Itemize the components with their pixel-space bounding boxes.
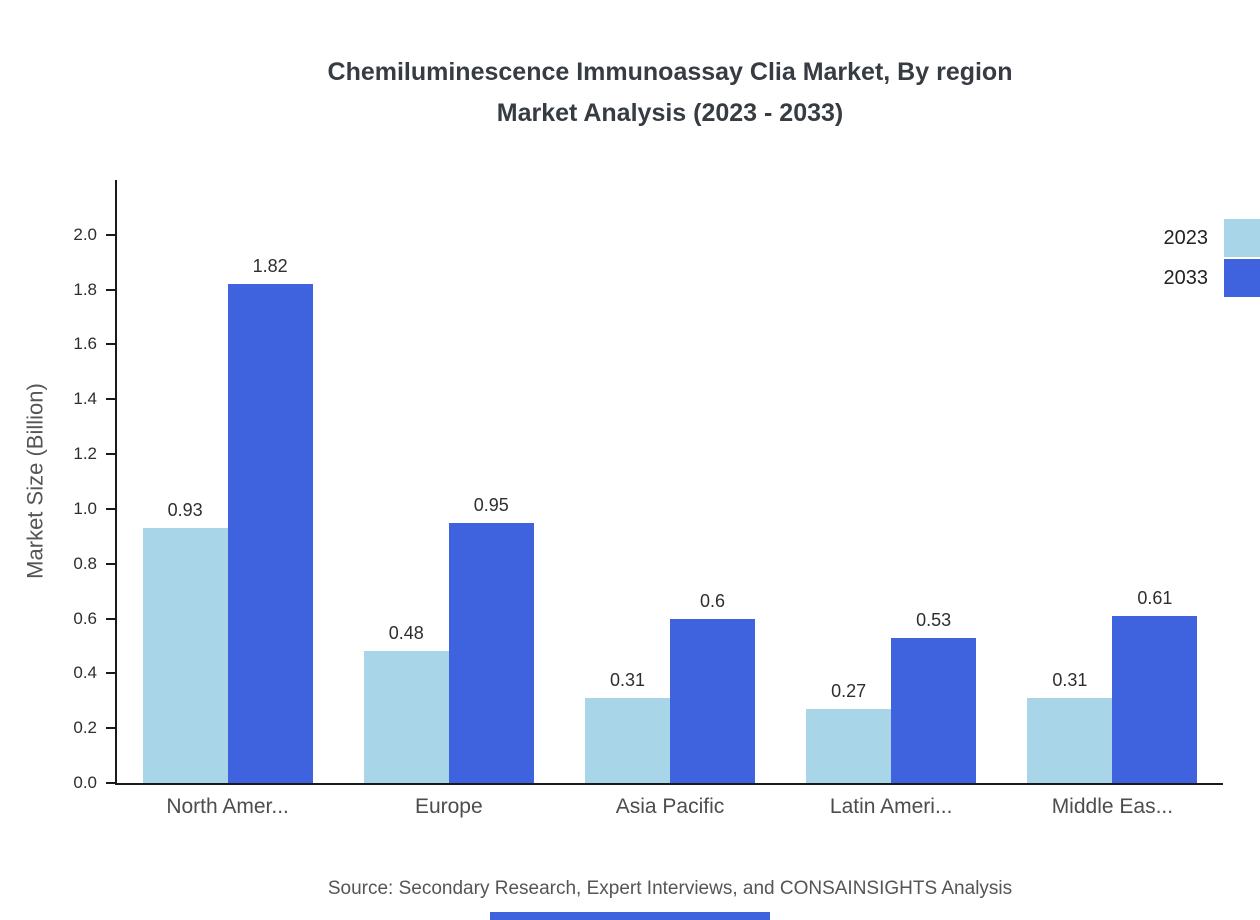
value-label: 0.95 xyxy=(473,494,509,515)
y-tick-label: 0.8 xyxy=(73,553,97,573)
y-axis-title: Market Size (Billion) xyxy=(22,383,48,579)
legend-label: 2033 xyxy=(1163,266,1209,289)
footer-accent-bar xyxy=(490,912,770,920)
y-tick-mark xyxy=(106,672,115,675)
y-tick-mark xyxy=(106,343,115,346)
y-tick-mark xyxy=(106,562,115,565)
legend: 2023 2033 xyxy=(1164,218,1260,298)
y-tick-mark xyxy=(106,727,115,730)
y-tick-label: 0.0 xyxy=(73,773,97,792)
y-tick-mark xyxy=(106,617,115,620)
y-tick-mark xyxy=(106,782,115,784)
y-tick-label: 2.0 xyxy=(73,224,97,244)
y-axis-ticks: 0.0 0.2 0.4 0.6 0.8 1.0 1.2 1.4 1.6 1.8 2.0 xyxy=(73,180,1223,792)
plot-area: 0.0 0.2 0.4 0.6 0.8 1.0 1.2 1.4 1.6 1.8 2.0 0.93 0.… xyxy=(73,180,1223,818)
bar-2023-4 xyxy=(1027,698,1113,783)
legend-swatch xyxy=(1224,259,1260,297)
y-tick-label: 1.6 xyxy=(73,334,97,354)
bar-2033-0 xyxy=(227,284,313,783)
value-label: 0.93 xyxy=(167,500,203,521)
value-label: 0.53 xyxy=(916,609,952,630)
value-label: 0.27 xyxy=(831,681,867,701)
y-tick-mark xyxy=(106,233,115,236)
value-label: 0.61 xyxy=(1137,587,1173,608)
y-tick-mark xyxy=(106,453,115,456)
value-label: 0.31 xyxy=(609,670,646,691)
bar-2033-2 xyxy=(670,618,755,783)
value-label: 0.48 xyxy=(388,623,424,644)
x-axis-labels: North Amer... Europe Asia Pacific Latin Ame… xyxy=(117,793,1223,833)
y-tick-label: 0.6 xyxy=(73,608,97,628)
bar-2023-3 xyxy=(806,709,892,783)
value-label: 1.82 xyxy=(252,256,288,277)
legend-item: 2023 xyxy=(1164,218,1260,258)
legend-swatch xyxy=(1224,219,1260,257)
y-tick-label: 0.2 xyxy=(73,718,97,738)
bar-2023-2 xyxy=(585,698,670,783)
y-tick-label: 1.0 xyxy=(73,498,97,518)
bar-2033-3 xyxy=(891,637,977,783)
y-tick-label: 1.2 xyxy=(73,444,97,464)
y-tick-mark xyxy=(106,288,115,291)
bars-layer: 0.93 0.48 0.31 0.27 0.31 1.82 0.95 0.6 0.53 0.61 xyxy=(117,180,1223,783)
y-tick-mark xyxy=(106,398,115,401)
x-tick-label: North Amer... xyxy=(166,795,289,818)
y-tick-label: 1.4 xyxy=(73,389,97,409)
x-tick-label: Latin Ameri... xyxy=(829,795,953,818)
y-tick-mark xyxy=(106,507,115,510)
legend-label: 2023 xyxy=(1163,226,1209,249)
y-tick-label: 1.8 xyxy=(73,279,97,299)
bar-2023-1 xyxy=(363,651,449,783)
source-note: Source: Secondary Research, Expert Inter… xyxy=(327,878,1013,899)
chart-title: Chemiluminescence Immunoassay Clia Marke… xyxy=(327,58,1013,127)
x-tick-label: Asia Pacific xyxy=(615,795,725,818)
value-label: 0.31 xyxy=(1052,670,1088,691)
legend-item: 2033 xyxy=(1164,258,1260,298)
bar-2023-0 xyxy=(142,528,228,783)
bar-2033-1 xyxy=(448,522,534,783)
bar-2033-4 xyxy=(1112,615,1198,783)
value-label: 0.6 xyxy=(699,590,726,611)
x-tick-label: Middle Eas... xyxy=(1051,795,1174,818)
x-tick-label: Europe xyxy=(414,795,483,818)
y-tick-label: 0.4 xyxy=(73,663,97,683)
